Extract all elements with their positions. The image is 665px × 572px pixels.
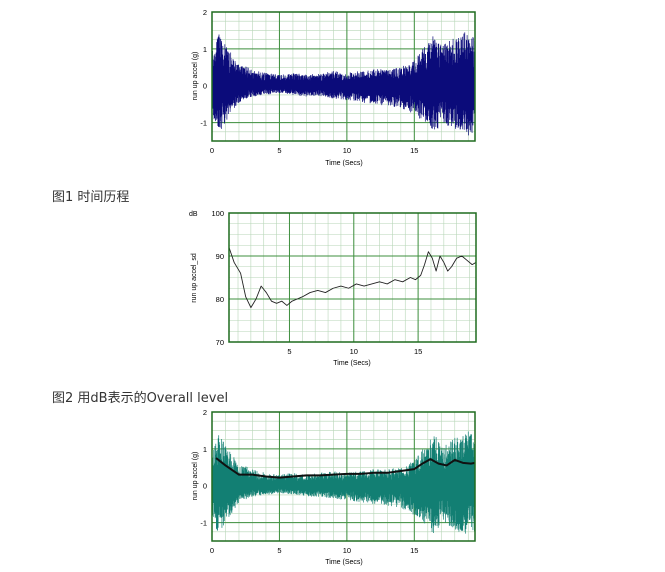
x-tick-label: 15	[410, 546, 418, 555]
x-tick-label: 5	[277, 146, 281, 155]
y-tick-label: 1	[203, 45, 207, 54]
y-tick-label: 1	[203, 445, 207, 454]
x-tick-label: 15	[414, 347, 422, 356]
y-tick-label: 100	[211, 209, 224, 218]
x-tick-labels: 5 10 15	[287, 347, 422, 356]
plot-area	[211, 411, 476, 542]
time-history-chart: 210-1 0 5 10 15 run up accel (g) Time (Secs…	[192, 8, 476, 167]
y-tick-labels: 100 90 80 70	[211, 209, 224, 347]
y-tick-labels: 2 1 0 -1	[200, 408, 207, 528]
db-unit-label: dB	[189, 211, 198, 218]
y-tick-label: -1	[200, 119, 207, 128]
plot-area	[211, 11, 476, 142]
y-tick-label: 2	[203, 8, 207, 17]
x-axis-label: Time (Secs)	[325, 559, 362, 566]
y-tick-label: 0	[203, 482, 207, 491]
y-tick-label: 70	[216, 338, 224, 347]
overall-level-db-chart: 100 90 80 70 5 10 15 dB run up accel_sd Time …	[189, 209, 477, 367]
y-tick-label: 0	[203, 82, 207, 91]
y-tick-label: 90	[216, 252, 224, 261]
x-tick-labels: 0 5 10 15	[210, 546, 419, 555]
overall-level-line	[215, 457, 476, 479]
x-axis-label: Time (Secs)	[325, 160, 362, 167]
figure-2-caption: 图2 用dB表示的Overall level	[52, 391, 229, 406]
y-axis-label: run up accel_sd	[191, 253, 198, 303]
x-tick-label: 5	[277, 546, 281, 555]
time-history-with-overall-chart: 210-1 0 5 10 15 run up accel (g) Time (Secs…	[192, 408, 476, 566]
y-tick-label: 80	[216, 295, 224, 304]
signal-trace	[211, 32, 476, 136]
y-tick-label: 2	[203, 408, 207, 417]
series-layer	[211, 431, 476, 534]
plot-border	[211, 11, 476, 142]
series-layer	[228, 247, 477, 309]
x-axis-label: Time (Secs)	[333, 360, 370, 367]
series-layer	[211, 32, 476, 136]
y-tick-label: -1	[200, 519, 207, 528]
x-tick-label: 10	[343, 146, 351, 155]
figure-1-caption: 图1 时间历程	[52, 190, 130, 205]
x-tick-label: 10	[343, 546, 351, 555]
db-level-line	[228, 247, 477, 309]
x-tick-label: 10	[350, 347, 358, 356]
x-tick-label: 5	[287, 347, 291, 356]
y-tick-labels: 2 1 0 -1	[200, 8, 207, 128]
plot-area	[228, 212, 477, 343]
y-axis-label: run up accel (g)	[192, 452, 199, 501]
plot-border	[228, 212, 477, 343]
plot-border	[211, 411, 476, 542]
signal-trace	[211, 431, 476, 534]
x-tick-label: 0	[210, 146, 214, 155]
x-tick-label: 15	[410, 146, 418, 155]
x-tick-labels: 0 5 10 15	[210, 146, 419, 155]
y-axis-label: run up accel (g)	[192, 52, 199, 101]
x-tick-label: 0	[210, 546, 214, 555]
